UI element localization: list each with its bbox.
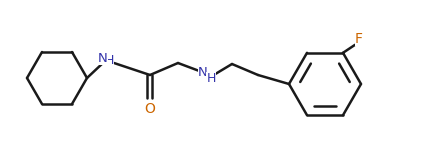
Text: H: H (206, 71, 215, 85)
Text: N: N (98, 52, 108, 64)
Text: H: H (104, 54, 113, 67)
Text: O: O (144, 102, 156, 116)
Text: F: F (355, 32, 363, 46)
Text: N: N (198, 66, 208, 78)
